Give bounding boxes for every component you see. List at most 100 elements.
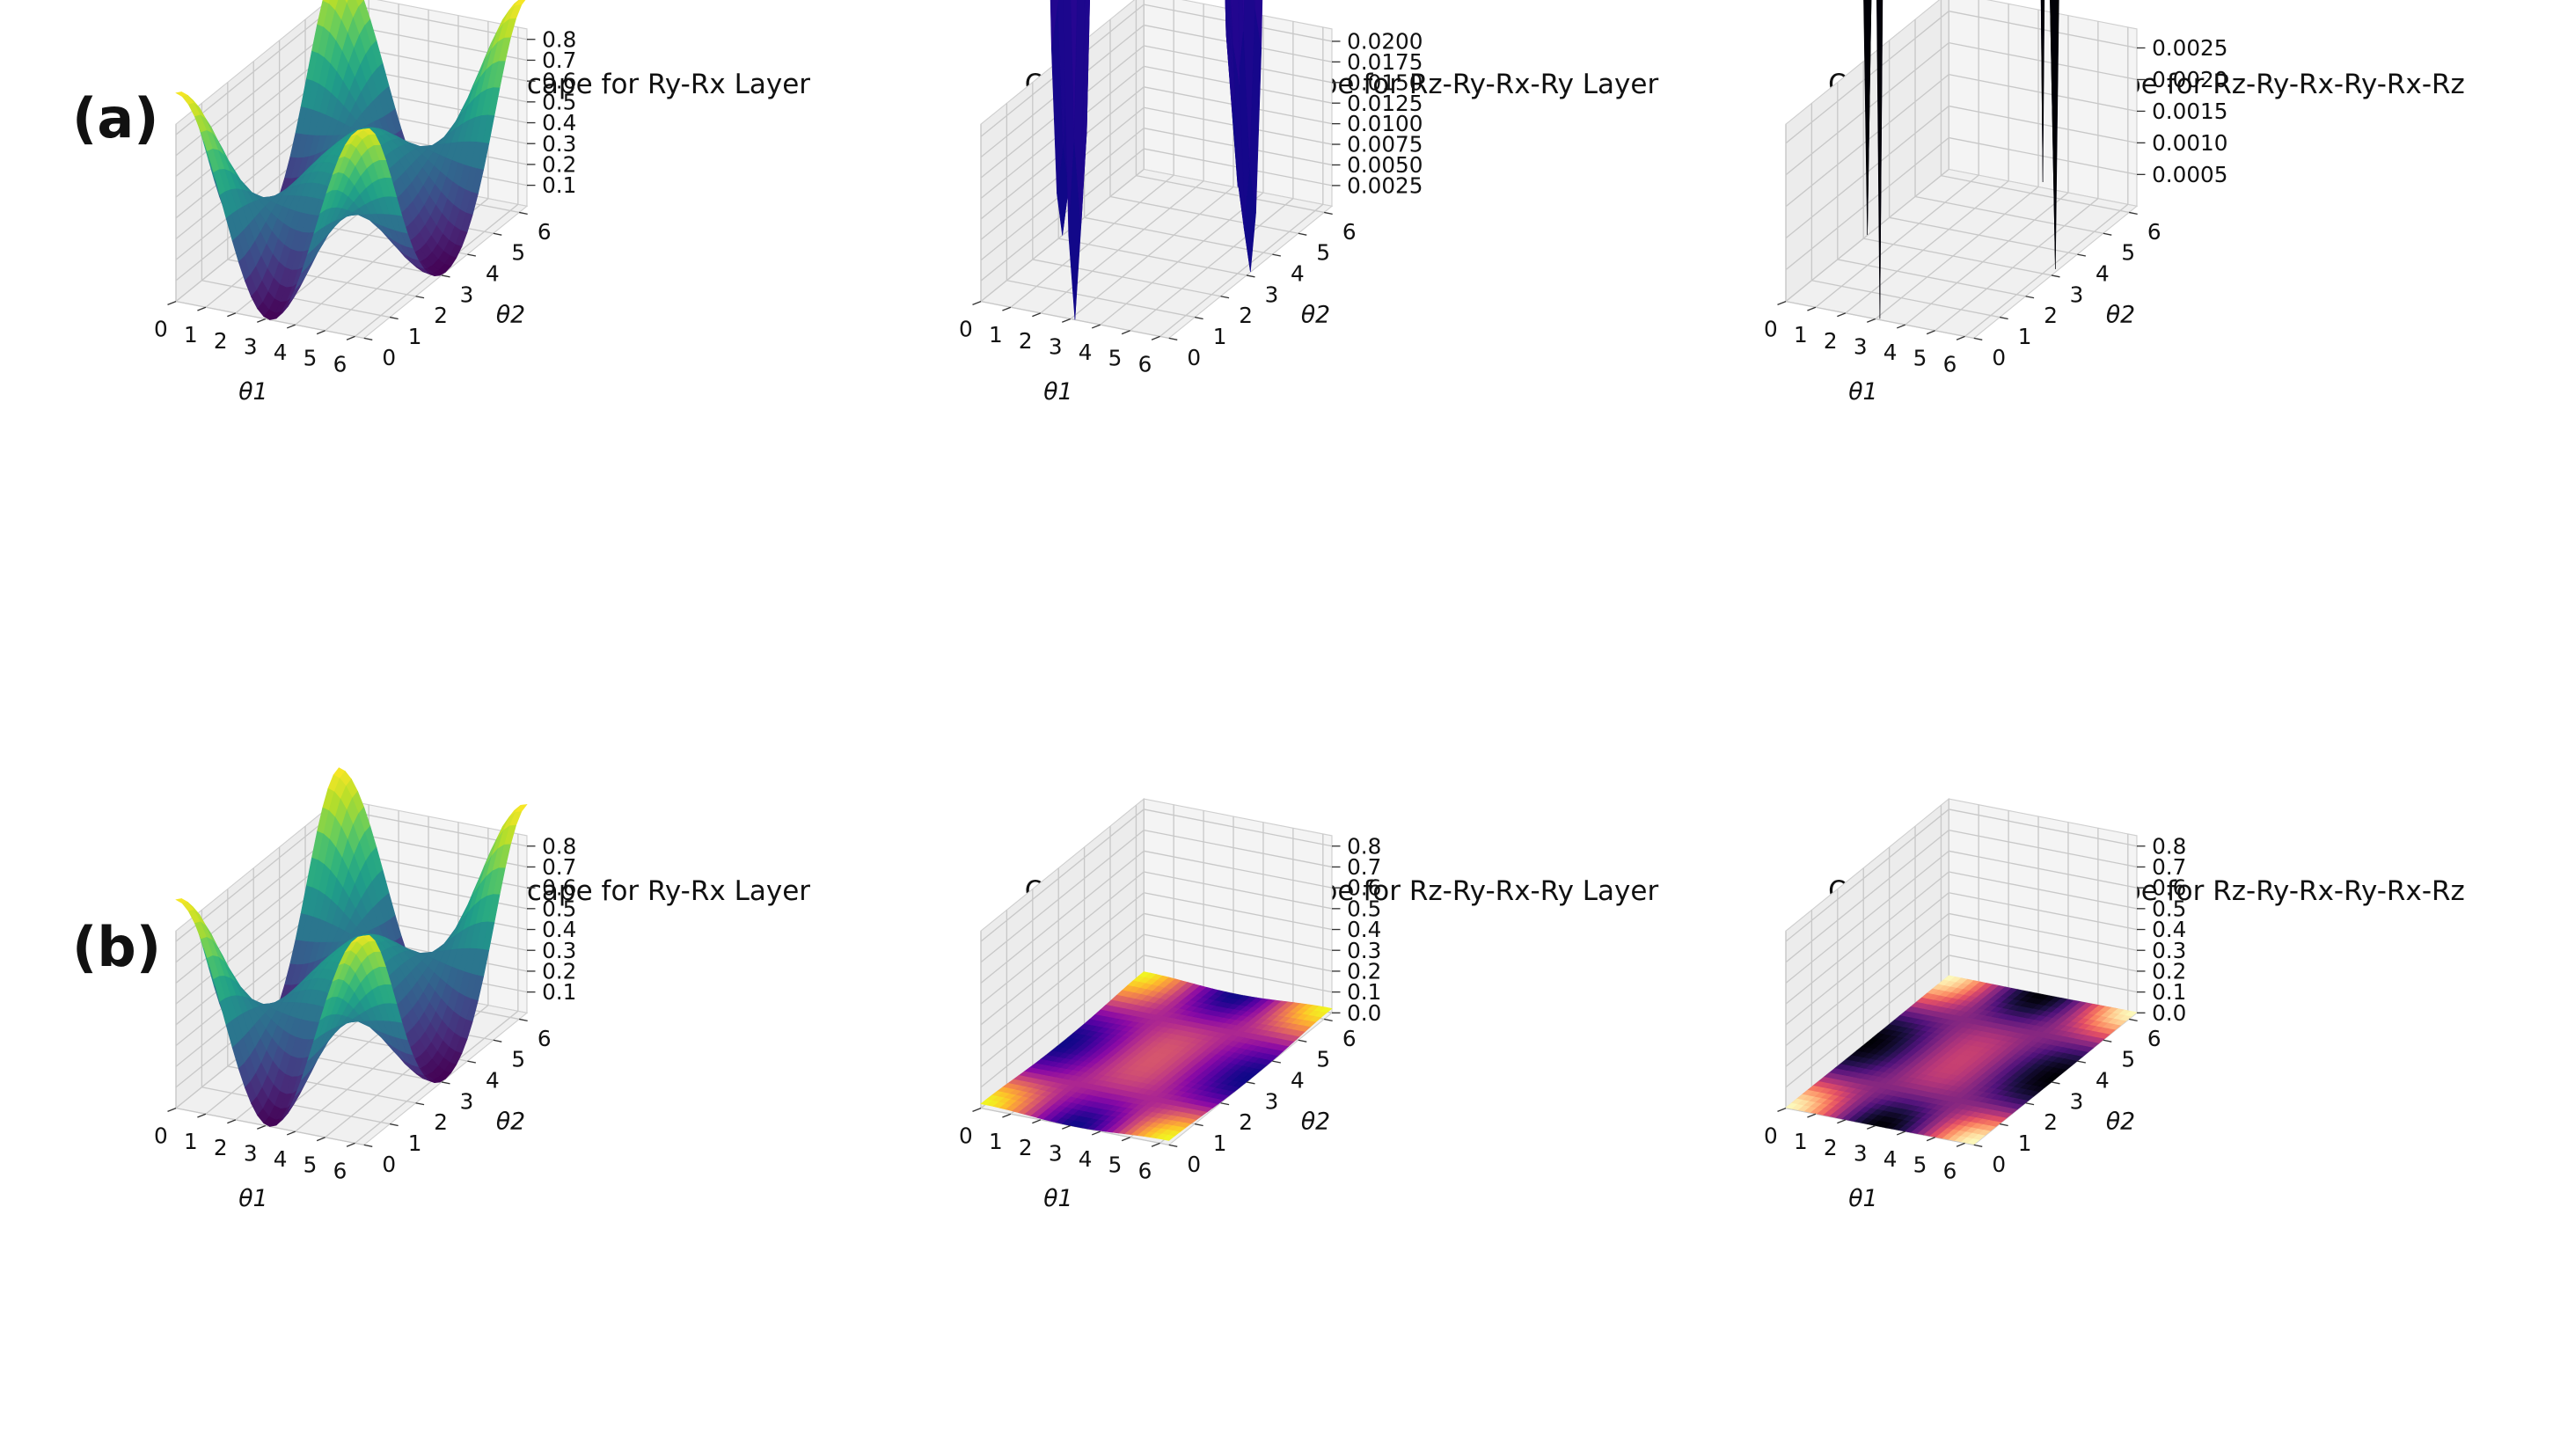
y-tick-label: 3: [1265, 1088, 1279, 1114]
x-tick: [1957, 336, 1965, 340]
x-tick-label: 0: [1764, 317, 1778, 342]
x-tick: [287, 325, 296, 328]
y-tick: [2103, 233, 2112, 235]
x-tick-label: 4: [1883, 340, 1898, 365]
y-tick-label: 5: [1316, 240, 1330, 266]
x-tick: [1002, 307, 1011, 311]
x-tick-label: 0: [959, 317, 973, 342]
x-tick: [1032, 313, 1041, 317]
y-tick-label: 4: [1291, 260, 1305, 286]
y-tick: [1195, 1124, 1203, 1126]
y-tick-label: 3: [2070, 282, 2084, 307]
y-tick: [1221, 1103, 1230, 1105]
x-tick: [1122, 1138, 1130, 1141]
y-tick-label: 3: [460, 1088, 474, 1114]
z-tick-label: 0.8: [542, 26, 576, 52]
x-tick: [257, 1126, 266, 1130]
z-tick-label: 0.0200: [1347, 29, 1423, 55]
x-tick: [973, 1108, 982, 1112]
y-tick-label: 4: [486, 260, 500, 286]
y-tick: [1247, 1082, 1255, 1084]
y-tick-label: 0: [1992, 345, 2006, 370]
x-tick-label: 3: [244, 1140, 258, 1166]
x-tick-label: 5: [1913, 346, 1927, 371]
x-tick-label: 4: [274, 340, 288, 365]
x-tick: [347, 336, 355, 340]
x-tick: [257, 319, 266, 323]
x-tick-label: 6: [1943, 351, 1957, 377]
y-tick: [364, 338, 373, 340]
y-tick: [390, 1124, 399, 1126]
y-tick: [1298, 233, 1307, 235]
y-tick-label: 0: [1187, 1152, 1201, 1177]
x-tick-label: 4: [1079, 340, 1093, 365]
panel-b3: Optimization Landscape for Rz-Ry-Rx-Ry-R…: [1751, 875, 2560, 1456]
y-tick-label: 2: [1239, 1109, 1253, 1135]
y-tick: [2000, 318, 2008, 319]
y-tick: [416, 1103, 425, 1105]
y-tick-label: 4: [486, 1067, 500, 1093]
y-tick: [1195, 318, 1203, 319]
y-tick-label: 5: [511, 240, 525, 266]
x-tick-label: 1: [184, 1129, 198, 1154]
x-tick: [1002, 1114, 1011, 1117]
x-tick-label: 2: [1019, 1135, 1033, 1160]
y-tick-label: 0: [382, 1152, 396, 1177]
y-axis-label: θ2: [496, 1108, 525, 1135]
y-tick: [2026, 296, 2035, 298]
z-tick-label: 0.0005: [2152, 162, 2227, 187]
x-tick-label: 1: [184, 322, 198, 348]
x-tick: [227, 1120, 236, 1123]
x-tick: [1092, 1131, 1101, 1135]
panel-b1: Optimization Landscape for Ry-Rx Layer 0…: [141, 875, 950, 1456]
x-tick: [1152, 1143, 1160, 1146]
y-tick-label: 1: [2018, 324, 2032, 349]
y-tick: [1169, 338, 1178, 340]
y-tick: [467, 1061, 476, 1063]
x-tick-label: 5: [304, 346, 318, 371]
y-tick-label: 2: [1239, 303, 1253, 328]
panel-a2: Optimization Landscape for Rz-Ry-Rx-Ry L…: [946, 69, 1755, 649]
y-tick-label: 4: [2096, 260, 2110, 286]
y-tick: [1272, 254, 1281, 256]
y-axis-label: θ2: [1301, 1108, 1330, 1135]
x-tick-label: 3: [1049, 333, 1063, 359]
y-tick: [519, 1019, 528, 1021]
z-tick-label: 0.0025: [2152, 35, 2227, 61]
y-tick: [1221, 296, 1230, 298]
x-tick: [287, 1131, 296, 1135]
x-tick: [1122, 331, 1130, 334]
y-tick-label: 2: [434, 1109, 448, 1135]
x-tick: [168, 302, 177, 305]
x-tick: [1927, 331, 1935, 334]
y-tick-label: 5: [1316, 1047, 1330, 1072]
y-tick-label: 0: [382, 345, 396, 370]
x-tick-label: 3: [1049, 1140, 1063, 1166]
x-tick: [197, 1114, 205, 1117]
x-tick: [317, 1138, 325, 1141]
x-tick: [1778, 302, 1787, 305]
x-tick: [197, 307, 205, 311]
x-tick-label: 0: [154, 1123, 168, 1149]
y-tick-label: 3: [1265, 282, 1279, 307]
y-tick: [2052, 275, 2060, 277]
x-tick-label: 6: [333, 1158, 347, 1183]
y-tick: [2077, 254, 2086, 256]
y-axis-label: θ2: [496, 301, 525, 328]
z-tick-label: 0.0010: [2152, 130, 2227, 156]
y-tick: [1324, 212, 1333, 214]
y-tick-label: 6: [538, 1026, 552, 1051]
y-axis-label: θ2: [1301, 301, 1330, 328]
y-tick: [1247, 275, 1255, 277]
y-tick: [519, 212, 528, 214]
x-tick-label: 4: [1079, 1146, 1093, 1172]
y-tick: [1169, 1145, 1178, 1146]
y-tick: [1324, 1019, 1333, 1021]
y-tick-label: 1: [408, 324, 422, 349]
x-tick-label: 3: [244, 333, 258, 359]
y-tick-label: 1: [408, 1130, 422, 1156]
